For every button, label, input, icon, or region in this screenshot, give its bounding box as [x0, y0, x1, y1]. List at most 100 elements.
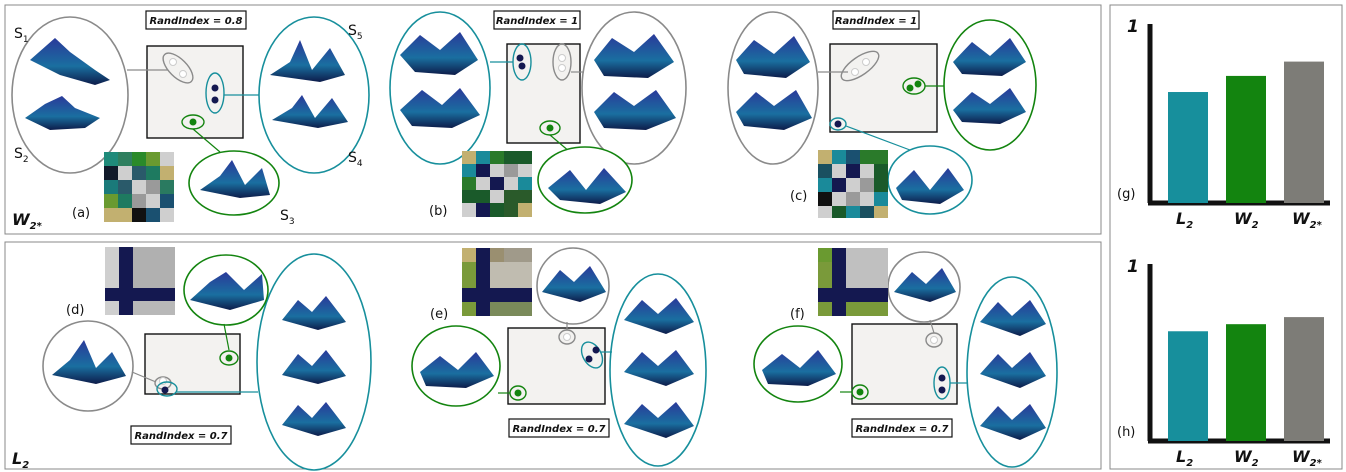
surface-glyph	[953, 38, 1026, 76]
surface-glyph	[400, 32, 478, 75]
cluster-ellipse-teal	[580, 341, 604, 369]
row-label-bottom: L2	[12, 449, 29, 471]
surface-glyph	[594, 34, 674, 78]
surface-glyph	[736, 36, 810, 78]
point-green	[514, 389, 522, 397]
panel-letter: (f)	[790, 307, 805, 322]
bar-category-label: L2	[1176, 447, 1193, 469]
surface-glyph	[624, 350, 694, 386]
surface-glyph	[736, 90, 812, 130]
distance-matrix	[462, 151, 532, 217]
point-navy	[211, 84, 219, 92]
panel-c: RandIndex = 1 (c)	[727, 10, 1037, 218]
point-gray	[563, 333, 571, 341]
randindex-box	[508, 418, 610, 438]
point-green	[546, 124, 554, 132]
surface-glyph	[420, 352, 494, 388]
bar	[1284, 61, 1324, 204]
panel-letter: (g)	[1117, 187, 1135, 202]
randindex-label: RandIndex = 0.7	[512, 424, 605, 435]
point-green	[189, 118, 197, 126]
surface-glyph	[896, 168, 964, 204]
randindex-label: RandIndex = 0.7	[855, 424, 948, 435]
point-gray	[169, 58, 177, 66]
scatter-plot-box	[507, 327, 606, 405]
point-gray	[862, 58, 870, 66]
surface-glyph	[282, 350, 346, 384]
point-navy	[592, 346, 600, 354]
randindex-label: RandIndex = 1	[835, 16, 917, 27]
panel-letter: (h)	[1117, 425, 1135, 440]
cluster-ellipse-teal	[156, 381, 178, 397]
bar-category-label: W2*	[1292, 209, 1323, 231]
point-navy	[211, 96, 219, 104]
surface-glyph	[624, 298, 694, 334]
distance-matrix	[105, 247, 175, 315]
cluster-ellipse-green	[219, 350, 239, 366]
scatter-plot-box	[829, 43, 938, 133]
point-green	[856, 388, 864, 396]
panel-d: RandIndex = 0.7 (d)	[42, 247, 372, 471]
cluster-ellipse-gray	[840, 50, 880, 82]
surface-glyph	[980, 300, 1046, 336]
bar	[1284, 317, 1324, 441]
randindex-box	[851, 418, 953, 438]
panel-e: RandIndex = 0.7 (e)	[411, 247, 707, 467]
connector	[192, 128, 221, 153]
point-green	[225, 354, 233, 362]
bar-category-label: W2*	[1292, 447, 1323, 469]
surface-glyph	[548, 168, 626, 204]
surface-glyph	[272, 95, 348, 128]
surface-glyph	[894, 268, 956, 302]
surface-glyph	[282, 296, 346, 330]
panel-letter: (e)	[430, 307, 448, 322]
surface-glyph	[624, 402, 694, 438]
surface-glyph	[270, 40, 345, 82]
point-navy	[834, 120, 842, 128]
bar	[1226, 324, 1266, 441]
cluster-ellipse-gray	[11, 16, 129, 174]
panel-b: RandIndex = 1 (b)	[389, 10, 687, 219]
distance-matrix	[462, 248, 532, 316]
surface-label-s4: S4	[348, 150, 363, 169]
cluster-ellipse-green	[537, 146, 633, 214]
panel-a: RandIndex = 0.8 (a) S1 S2 S3 S4 S5	[11, 10, 370, 227]
cluster-ellipse-gray	[581, 11, 687, 165]
surface-glyph	[762, 350, 836, 386]
cluster-ellipse-teal	[205, 72, 225, 114]
cluster-ellipse-teal	[256, 253, 372, 471]
connector	[131, 371, 157, 383]
y-tick-label: 1	[1127, 257, 1139, 277]
bar	[1168, 331, 1208, 441]
bar-category-label: W2	[1234, 447, 1259, 469]
cluster-ellipse-green	[753, 325, 843, 403]
randindex-box	[493, 10, 581, 30]
point-gray	[930, 336, 938, 344]
cluster-ellipse-gray	[727, 11, 819, 165]
point-gray	[851, 68, 859, 76]
bar	[1168, 92, 1208, 203]
surface-glyph	[594, 90, 676, 130]
cluster-ellipse-green	[943, 19, 1037, 151]
point-navy	[938, 374, 946, 382]
cluster-ellipse-teal	[829, 117, 847, 131]
panel-letter: (b)	[429, 204, 447, 219]
cluster-ellipse-gray	[552, 43, 572, 81]
point-green	[914, 80, 922, 88]
connector	[929, 319, 935, 334]
row-label-top: W2*	[12, 210, 43, 232]
distance-matrix	[818, 150, 888, 218]
surface-glyph	[52, 340, 126, 384]
cluster-ellipse-gray	[162, 52, 194, 84]
panel-letter: (d)	[66, 303, 84, 318]
point-gray	[558, 54, 566, 62]
surface-glyph	[200, 160, 270, 198]
bar	[1226, 75, 1266, 203]
surface-glyph	[953, 88, 1026, 124]
surface-label-s1: S1	[14, 26, 29, 45]
distance-matrix	[818, 248, 888, 316]
cluster-ellipse-green	[411, 325, 501, 407]
cluster-ellipse-teal	[389, 11, 491, 165]
bar-chart-h: 1 (h) L2 W2 W2*	[1117, 257, 1330, 469]
